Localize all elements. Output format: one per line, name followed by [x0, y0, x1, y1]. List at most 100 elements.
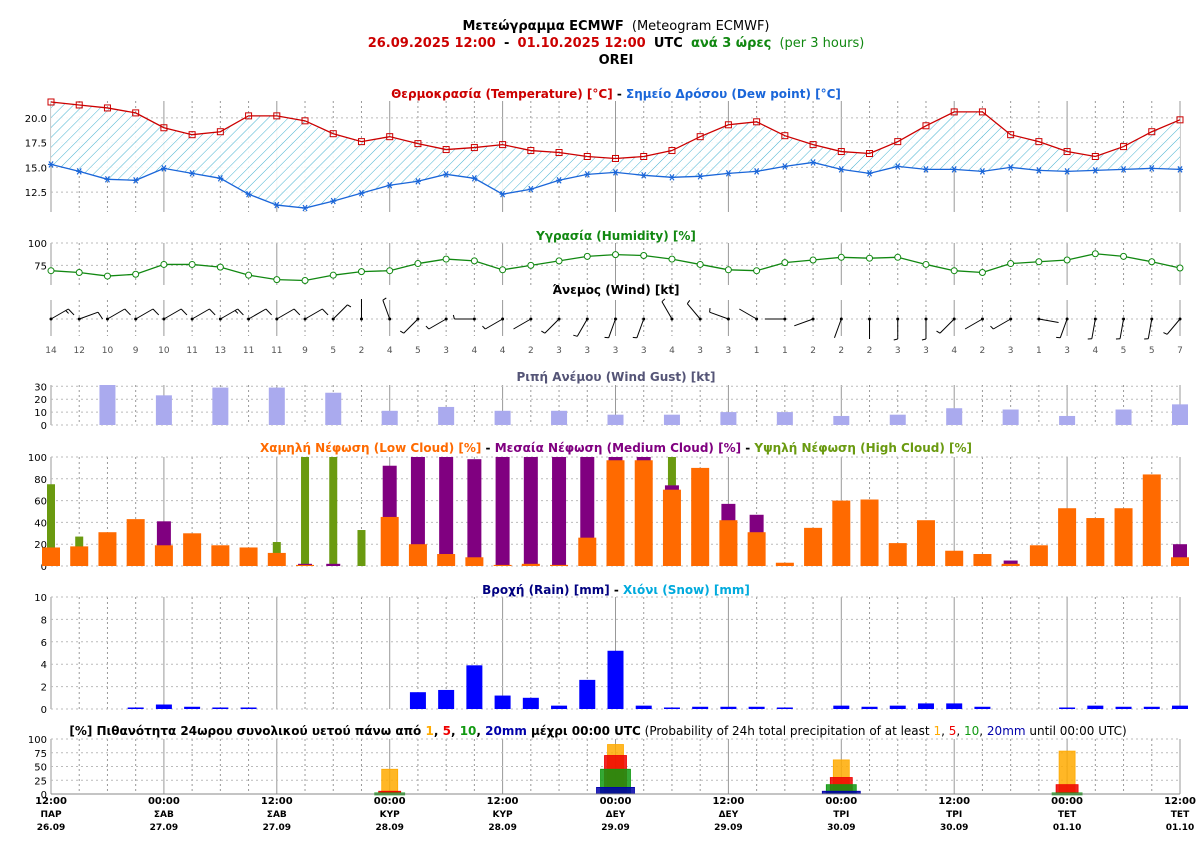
dewpoint-point — [76, 168, 83, 175]
dewpoint-point — [1035, 167, 1042, 174]
wind-barb — [49, 308, 75, 321]
dewpoint-marker-stroke — [556, 176, 562, 184]
medium-cloud-bar — [552, 457, 567, 566]
wind-barb — [661, 298, 674, 321]
low-cloud-bar — [1114, 508, 1133, 566]
humidity-title: Υγρασία (Humidity) [%] — [535, 229, 696, 243]
humidity-point — [950, 267, 958, 275]
dewpoint-point — [443, 171, 450, 178]
dewpoint-marker-stroke — [923, 166, 929, 173]
temperature-point — [357, 138, 365, 146]
probability-title-part: 10 — [964, 724, 979, 738]
wind-barb-dot — [275, 317, 279, 321]
low-cloud-bar — [719, 520, 738, 566]
gust-bar — [325, 392, 342, 425]
title-gr: Μετεώγραμμα ECMWF — [462, 19, 623, 34]
temperature-point — [273, 112, 281, 120]
wind-barb-dot — [1093, 317, 1097, 321]
low-cloud-bar — [550, 564, 569, 566]
gust-ytick: 20 — [34, 395, 47, 406]
medium-cloud-bar — [326, 563, 341, 566]
wind-barb-dot — [811, 317, 815, 321]
x-tick-date: 30.09 — [940, 823, 968, 833]
dewpoint-marker-stroke — [500, 190, 506, 198]
rain-bar — [974, 706, 991, 709]
dewpoint-point — [866, 170, 873, 177]
dewpoint-marker-stroke — [76, 168, 82, 175]
humidity-point — [470, 257, 478, 265]
wind-speed-label: 3 — [443, 346, 449, 356]
location-name: OREI — [599, 53, 634, 68]
low-cloud-bar — [578, 537, 597, 566]
wind-speed-label: 2 — [838, 346, 844, 356]
temperature-point — [1035, 138, 1043, 146]
wind-barb-shaft — [50, 308, 69, 320]
wind-barb — [359, 299, 363, 321]
wind-barb-dot — [896, 317, 900, 321]
wind-title: Άνεμος (Wind) [kt] — [552, 283, 679, 297]
temperature-point — [1120, 143, 1128, 151]
x-tick-time: 00:00 — [148, 796, 180, 807]
dewpoint-marker-stroke — [867, 170, 873, 177]
humidity-point — [245, 271, 253, 279]
dewpoint-point — [358, 189, 365, 197]
clouds-ytick: 20 — [34, 540, 47, 551]
wind-barb-dot — [359, 317, 363, 321]
rain-bar — [409, 692, 426, 709]
temperature-point — [470, 144, 478, 152]
clouds-ytick: 80 — [34, 475, 47, 486]
wind-barb-shaft — [107, 308, 126, 320]
dewpoint-marker-stroke — [358, 189, 364, 197]
dewpoint-point — [414, 177, 421, 185]
probability-title-part: 10 — [460, 724, 477, 738]
gust-bar — [889, 414, 906, 425]
gust-bar — [776, 412, 793, 425]
dewpoint-point — [781, 163, 788, 170]
dewpoint-point — [1064, 168, 1071, 175]
wind-speed-label: 3 — [895, 346, 901, 356]
wind-speed-label: 3 — [613, 346, 619, 356]
low-cloud-bar — [916, 520, 935, 566]
wind-barb-feather — [1163, 332, 1168, 335]
wind-speed-label: 12 — [73, 346, 84, 356]
wind-speed-label: 10 — [158, 346, 170, 356]
wind-barb — [1115, 317, 1126, 340]
dewpoint-point — [725, 170, 732, 177]
x-tick-date: 29.09 — [601, 823, 629, 833]
wind-barb-shaft — [513, 318, 532, 330]
low-cloud-bar — [1058, 508, 1077, 566]
x-tick-day: ΚΥΡ — [493, 810, 513, 820]
rain-bar — [946, 703, 963, 709]
x-tick-date: 27.09 — [263, 823, 291, 833]
dewpoint-point — [160, 165, 167, 172]
x-tick-day: ΤΡΙ — [833, 810, 849, 820]
dewpoint-marker-stroke — [387, 181, 393, 189]
wind-barb-feather — [293, 308, 301, 316]
wind-barb-dot — [755, 317, 759, 321]
low-cloud-bar — [804, 527, 823, 566]
wind-barb-dot — [444, 317, 448, 321]
probability-title-part: , — [956, 724, 964, 738]
wind-barb — [1056, 317, 1069, 339]
wind-barb — [275, 308, 301, 321]
meteogram-title: Μετεώγραμμα ECMWF (Meteogram ECMWF) — [462, 19, 769, 34]
probability-title-part: 5 — [443, 724, 451, 738]
high-cloud-bar — [329, 457, 338, 566]
x-tick-time: 12:00 — [487, 796, 519, 807]
dewpoint-point — [922, 166, 929, 173]
utc-label: UTC — [654, 36, 683, 51]
wind-speed-label: 1 — [782, 346, 788, 356]
rain-bar — [127, 707, 144, 709]
wind-speed-label: 4 — [669, 346, 675, 356]
wind-barb-dot — [670, 317, 674, 321]
wind-barb-shaft — [1166, 318, 1181, 335]
wind-barb — [303, 308, 329, 321]
wind-barb — [399, 317, 420, 334]
medium-cloud-bar — [467, 459, 482, 566]
temperature-point — [499, 141, 507, 149]
dewpoint-point — [697, 172, 704, 180]
temperature-point — [442, 146, 450, 154]
temperature-point — [188, 131, 196, 139]
dewpoint-marker-stroke — [895, 163, 901, 170]
